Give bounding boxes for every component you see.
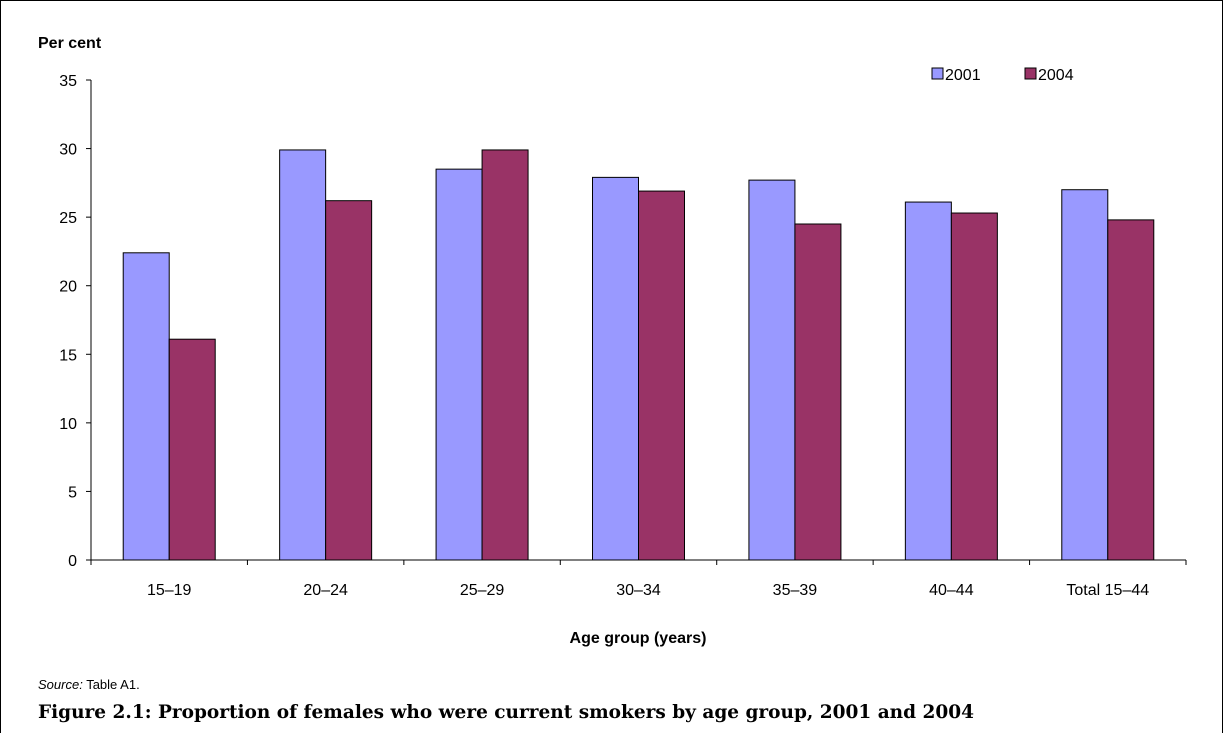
x-axis-title: Age group (years)	[570, 630, 707, 647]
y-tick-label: 20	[59, 279, 77, 296]
legend-swatch-2001	[931, 67, 944, 80]
source-note: Source: Table A1.	[38, 677, 140, 692]
bar-2004-6	[1107, 219, 1155, 561]
x-tick-label: 20–24	[303, 582, 348, 599]
bar-2004-2	[481, 149, 529, 561]
y-tick-label: 0	[68, 553, 77, 570]
y-tick-label: 30	[59, 142, 77, 159]
y-tick-label: 25	[59, 210, 77, 227]
source-label: Source:	[38, 677, 83, 692]
source-text: Table A1.	[86, 677, 140, 692]
x-tick-label: Total 15–44	[1066, 582, 1149, 599]
y-tick-label: 10	[59, 416, 77, 433]
bar-2004-0	[168, 338, 216, 561]
bar-chart: Per cent Age group (years) 0 5 10 15 20 25 30 3…	[38, 35, 1187, 647]
bar-2001-3	[592, 176, 639, 561]
y-tick-label: 5	[68, 484, 77, 501]
y-tick-label: 35	[59, 73, 77, 90]
bar-2001-6	[1061, 189, 1109, 561]
axes: 0 5 10 15 20 25 30 35 15–19 20–24 25–29 30–34 35–39 4…	[59, 73, 1187, 599]
x-tick-label: 35–39	[773, 582, 818, 599]
bar-2004-5	[950, 212, 998, 561]
bar-2004-1	[325, 200, 373, 561]
y-tick-label: 15	[59, 347, 77, 364]
x-tick-label: 30–34	[616, 582, 661, 599]
bar-2001-1	[279, 149, 327, 561]
y-axis-title: Per cent	[38, 35, 102, 52]
legend-swatch-2004	[1024, 67, 1037, 80]
x-tick-label: 25–29	[460, 582, 505, 599]
bar-2001-4	[748, 179, 796, 561]
bar-2004-4	[794, 223, 842, 561]
bar-2001-0	[122, 252, 170, 561]
legend-label-2001: 2001	[945, 67, 981, 84]
bar-2001-5	[904, 201, 952, 561]
x-tick-label: 40–44	[929, 582, 974, 599]
figure-caption: Figure 2.1: Proportion of females who we…	[38, 702, 974, 723]
bar-2001-2	[435, 168, 483, 561]
bar-2004-3	[638, 190, 685, 561]
legend: 2001 2004	[931, 67, 1074, 84]
bars	[122, 149, 1155, 561]
x-tick-label: 15–19	[147, 582, 192, 599]
legend-label-2004: 2004	[1038, 67, 1074, 84]
